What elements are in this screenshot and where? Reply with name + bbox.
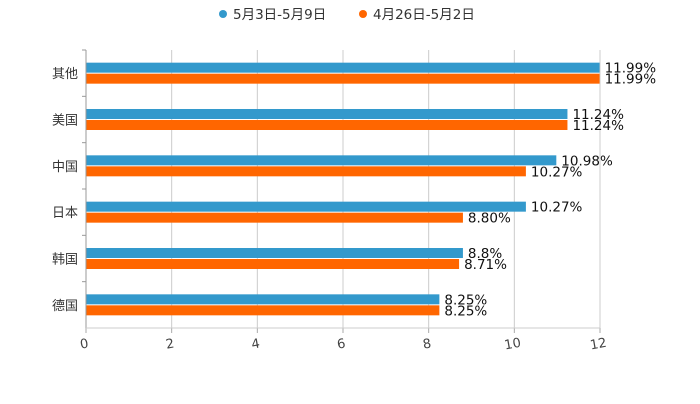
x-tick-label: 10 xyxy=(503,336,522,354)
legend-item-current-week[interactable]: 5月3日-5月9日 xyxy=(219,7,326,23)
x-tick-label: 2 xyxy=(165,336,176,352)
data-label: 11.24% xyxy=(572,107,624,123)
bar-current-week[interactable] xyxy=(86,109,568,119)
bar-previous-week[interactable] xyxy=(86,305,440,316)
bar-previous-week[interactable] xyxy=(86,166,526,177)
data-label: 8.25% xyxy=(444,292,487,308)
data-label: 10.27% xyxy=(531,200,583,216)
bar-previous-week[interactable] xyxy=(86,259,460,269)
category-label: 韩国 xyxy=(52,253,78,268)
category-label: 中国 xyxy=(52,160,78,175)
legend-marker-icon xyxy=(219,10,227,18)
data-label: 11.99% xyxy=(605,61,657,77)
bar-previous-week[interactable] xyxy=(86,120,568,130)
legend-item-previous-week[interactable]: 4月26日-5月2日 xyxy=(359,7,475,23)
x-tick-label: 6 xyxy=(336,336,347,352)
data-label: 8.8% xyxy=(468,246,502,262)
bar-current-week[interactable] xyxy=(86,294,440,305)
legend-label: 5月3日-5月9日 xyxy=(233,7,326,23)
data-labels: 11.99%11.99%11.24%11.24%10.98%10.27%10.2… xyxy=(444,61,656,320)
data-label: 11.99% xyxy=(605,72,657,88)
data-label: 8.25% xyxy=(444,303,487,319)
bars xyxy=(86,62,600,316)
x-tick-label: 4 xyxy=(250,336,261,352)
category-label: 德国 xyxy=(52,299,78,314)
legend[interactable]: 5月3日-5月9日 4月26日-5月2日 xyxy=(219,7,475,23)
x-tick-label: 0 xyxy=(79,336,90,352)
data-label: 10.98% xyxy=(561,153,613,169)
category-label: 其他 xyxy=(52,67,78,82)
data-label: 8.71% xyxy=(464,257,507,273)
grid-lines xyxy=(171,50,601,328)
data-label: 10.27% xyxy=(531,164,583,180)
bar-current-week[interactable] xyxy=(86,155,557,166)
bar-current-week[interactable] xyxy=(86,248,463,258)
x-tick-label: 12 xyxy=(589,336,608,354)
data-label: 11.24% xyxy=(572,118,624,134)
bar-current-week[interactable] xyxy=(86,201,526,212)
bar-previous-week[interactable] xyxy=(86,212,463,223)
legend-marker-icon xyxy=(359,10,367,18)
bar-previous-week[interactable] xyxy=(86,73,600,84)
category-label: 美国 xyxy=(52,114,78,129)
bar-current-week[interactable] xyxy=(86,62,600,73)
data-label: 8.80% xyxy=(468,211,511,227)
x-tick-label: 8 xyxy=(422,336,433,352)
category-label: 日本 xyxy=(52,206,78,221)
legend-label: 4月26日-5月2日 xyxy=(373,7,475,23)
